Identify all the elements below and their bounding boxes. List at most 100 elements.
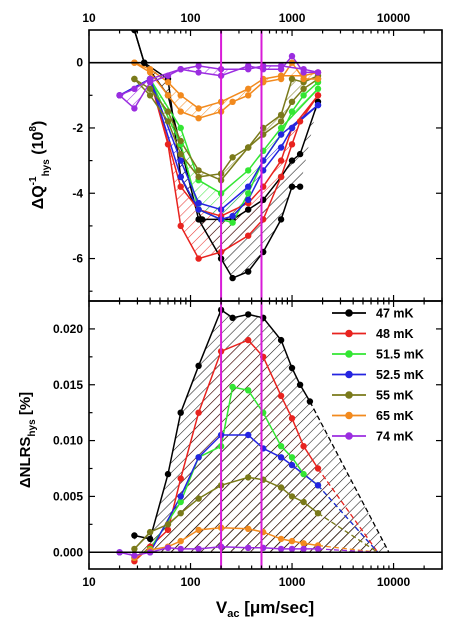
top-point-55-mk: [131, 75, 138, 83]
top-point-51-5-mk: [277, 124, 285, 132]
bottom-point-74-mk: [277, 545, 285, 553]
top-point-65-mk: [164, 92, 172, 99]
bottom-point-74-mk: [314, 545, 322, 553]
top-point-65-mk: [177, 92, 184, 99]
legend-marker: [345, 350, 353, 358]
bottom-point-55-mk: [131, 545, 138, 553]
bottom-point-55-mk: [300, 498, 307, 506]
legend-label: 65 mK: [376, 409, 414, 423]
bottom-x-tick-label: 1000: [279, 575, 306, 589]
bottom-panel-frame: [88, 300, 443, 570]
bottom-point-65-mk: [288, 537, 296, 545]
top-point-48-mk: [277, 173, 285, 181]
legend-marker: [345, 329, 353, 338]
bottom-point-51-5-mk: [229, 383, 236, 391]
bottom-y-tick-label: 0.005: [53, 489, 83, 503]
bottom-point-48-mk: [288, 415, 296, 422]
top-point-65-mk: [164, 79, 172, 86]
legend-label: 52.5 mK: [376, 368, 424, 382]
top-x-tick-label: 10: [82, 11, 96, 25]
bottom-x-tick-label: 100: [181, 575, 201, 589]
bottom-point-48-mk: [245, 336, 252, 344]
bottom-point-74-mk: [245, 544, 252, 551]
bottom-point-48-mk: [300, 443, 307, 450]
legend-marker: [345, 411, 353, 420]
bottom-point-55-mk: [288, 493, 296, 500]
top-point-51-5-mk: [229, 219, 236, 226]
bottom-point-47-mk: [229, 314, 236, 321]
top-point-47-mk: [296, 183, 304, 190]
bottom-point-65-mk: [277, 535, 285, 543]
top-point-74-mk: [277, 62, 285, 70]
top-point-48-mk: [195, 255, 202, 262]
top-point-52-5-mk: [177, 173, 184, 181]
top-hatch-52-5-mk: [119, 78, 318, 220]
top-point-74-mk: [131, 105, 138, 112]
bottom-y-label-sub: hys: [27, 419, 38, 437]
top-point-74-mk: [146, 75, 154, 83]
bottom-point-48-mk: [277, 392, 285, 400]
legend-entry: 65 mK: [332, 409, 414, 423]
top-y-label-sub: hys: [41, 159, 52, 177]
top-point-74-mk: [195, 62, 202, 70]
bottom-y-axis-label: ΔNLRShys [%]: [17, 392, 38, 488]
bottom-point-55-mk: [177, 510, 184, 517]
legend-marker: [345, 432, 353, 440]
top-point-52-5-mk: [229, 212, 236, 220]
bottom-point-74-mk: [164, 544, 172, 551]
bottom-point-55-mk: [195, 495, 202, 502]
top-point-74-mk: [300, 66, 307, 73]
bottom-point-65-mk: [300, 540, 307, 547]
top-point-65-mk: [245, 92, 252, 99]
top-point-48-mk: [164, 141, 172, 148]
top-hatch-48-mk: [150, 78, 318, 259]
bottom-point-65-mk: [195, 526, 202, 534]
top-y-label-sup: -1: [28, 176, 39, 185]
top-point-47-mk: [245, 268, 252, 275]
legend-label: 48 mK: [376, 327, 414, 341]
top-point-52-5-mk: [177, 157, 184, 164]
top-y-tick-label: -6: [72, 252, 83, 266]
top-point-48-mk: [177, 222, 184, 230]
x-axis-label-main: V: [216, 598, 228, 617]
bottom-x-tick-label: 10: [82, 575, 96, 589]
top-point-74-mk: [164, 72, 172, 79]
top-point-65-mk: [177, 108, 184, 115]
top-point-48-mk: [314, 92, 322, 99]
legend-label: 51.5 mK: [376, 348, 424, 362]
top-point-52-5-mk: [245, 183, 252, 190]
top-point-47-mk: [229, 274, 236, 282]
top-point-65-mk: [314, 75, 322, 83]
bottom-point-65-mk: [177, 537, 184, 545]
top-point-74-mk: [177, 66, 184, 73]
top-point-47-mk: [277, 216, 285, 223]
top-hatch-65-mk: [134, 62, 318, 119]
bottom-y-tick-label: 0.020: [53, 322, 83, 336]
top-point-55-mk: [164, 108, 172, 115]
top-point-74-mk: [288, 52, 296, 60]
bottom-point-47-mk: [131, 532, 138, 539]
top-point-51-5-mk: [314, 85, 322, 93]
top-hatch-47-mk: [134, 30, 318, 279]
top-point-47-mk: [288, 183, 296, 190]
top-point-55-mk: [277, 111, 285, 119]
bottom-x-tick-label: 10000: [377, 575, 411, 589]
bottom-y-tick-label: 0.000: [53, 545, 83, 559]
top-x-tick-label: 10000: [377, 11, 411, 25]
top-point-52-5-mk: [314, 101, 322, 109]
top-point-65-mk: [146, 66, 154, 73]
bottom-point-51-5-mk: [245, 387, 252, 394]
top-point-55-mk: [195, 167, 202, 174]
top-point-55-mk: [245, 144, 252, 151]
top-y-tick-label: -4: [72, 186, 83, 200]
bottom-point-47-mk: [277, 336, 285, 344]
top-y-tick-label: -2: [72, 121, 83, 135]
top-point-65-mk: [229, 98, 236, 106]
bottom-point-47-mk: [195, 362, 202, 369]
bottom-y-label-main: ΔNLRS: [17, 437, 34, 489]
bottom-point-52-5-mk: [195, 454, 202, 461]
bottom-point-52-5-mk: [288, 461, 296, 469]
top-point-65-mk: [195, 105, 202, 112]
bottom-line-51-5-mk: [134, 386, 319, 559]
bottom-point-48-mk: [164, 526, 172, 534]
